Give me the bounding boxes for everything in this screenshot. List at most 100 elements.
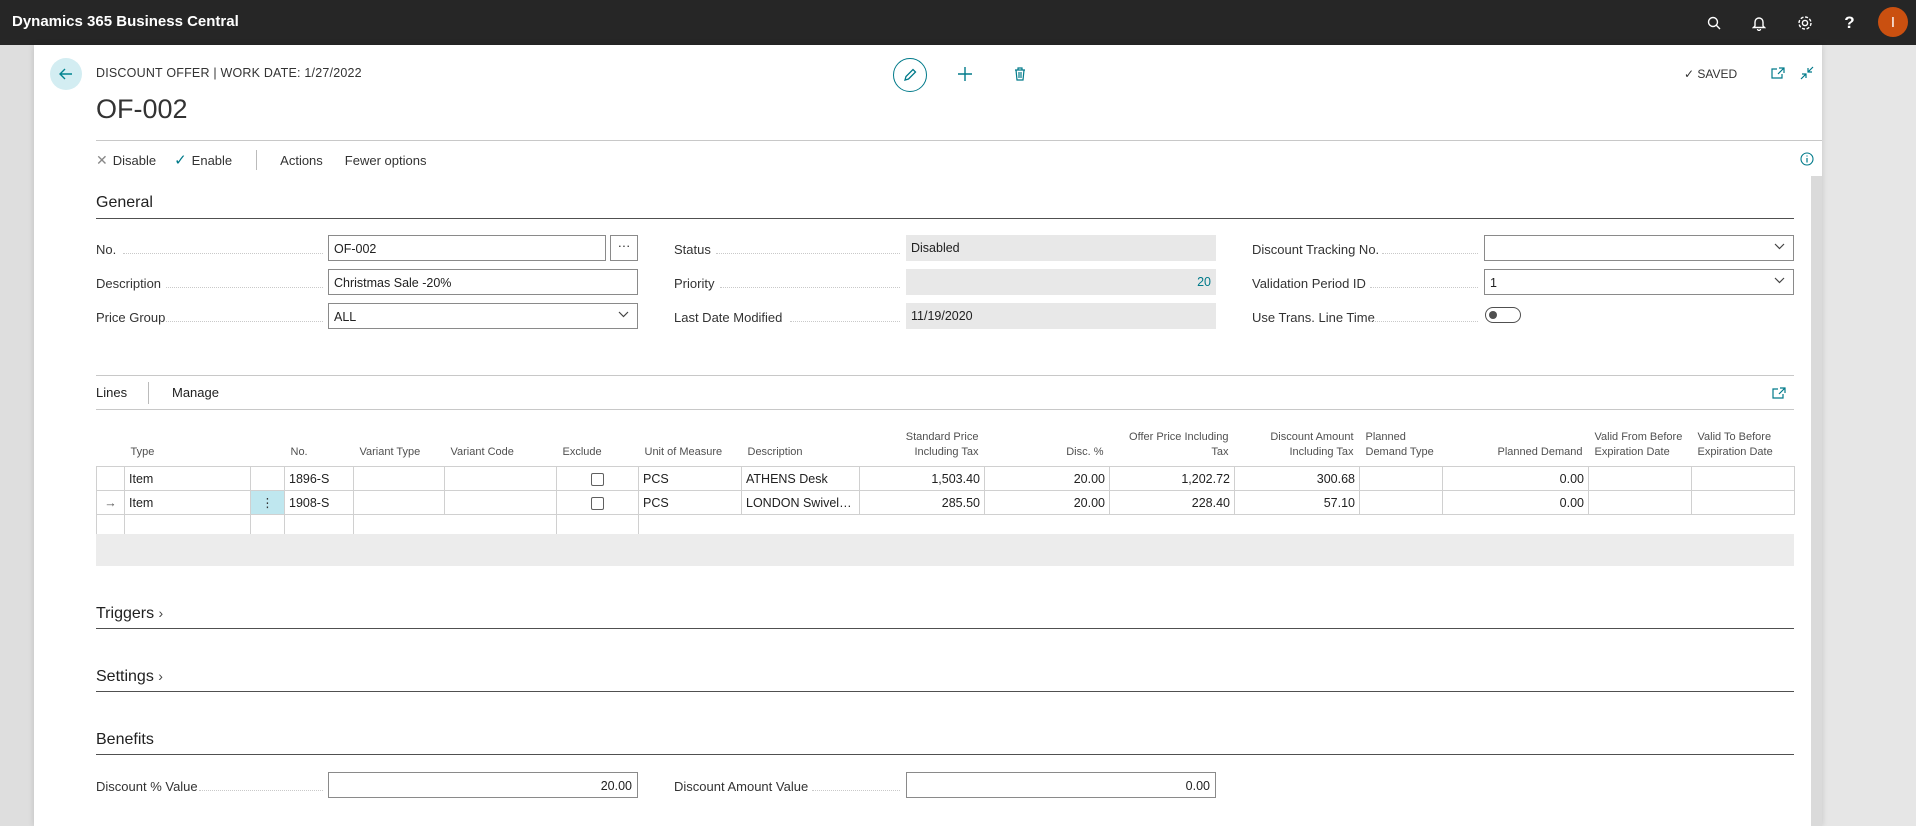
col-header-discount-amount[interactable]: Discount Amount Including Tax [1270, 431, 1354, 458]
edit-button[interactable] [893, 58, 927, 92]
cell-valid-from[interactable] [1588, 466, 1692, 491]
enable-button[interactable]: ✓ Enable [174, 151, 232, 169]
fewer-options-button[interactable]: Fewer options [344, 152, 427, 168]
cell-variant-type[interactable] [353, 466, 445, 491]
collapse-button[interactable] [1798, 64, 1816, 82]
disable-button[interactable]: ✕ Disable [96, 152, 156, 169]
cell-planned-demand-type[interactable] [1359, 466, 1443, 491]
gear-icon[interactable] [1782, 0, 1827, 45]
col-header-standard-price[interactable]: Standard Price Including Tax [905, 431, 979, 458]
cell-std-price[interactable]: 285.50 [859, 490, 985, 515]
no-field[interactable]: OF-002 [328, 235, 606, 261]
open-new-window-button[interactable] [1769, 64, 1787, 82]
cell-uom[interactable]: PCS [638, 466, 742, 491]
discount-amount-value-field[interactable]: 0.00 [906, 772, 1216, 798]
table-row[interactable]: → Item ⋮ 1908-S PCS LONDON Swivel C... 2… [96, 490, 1795, 515]
cell-offer-price[interactable]: 228.40 [1109, 490, 1235, 515]
col-header-no[interactable]: No. [290, 446, 308, 458]
cell-type[interactable]: Item [124, 466, 251, 491]
price-group-select[interactable]: ALL [328, 303, 638, 329]
cell-disc-pct[interactable]: 20.00 [984, 490, 1110, 515]
enable-label: Enable [191, 152, 233, 168]
section-general-title[interactable]: General [96, 194, 153, 211]
new-button[interactable] [955, 64, 975, 84]
cell-variant-type[interactable] [353, 490, 445, 515]
cell-disc-amount[interactable]: 57.10 [1234, 490, 1360, 515]
cell-uom[interactable]: PCS [638, 490, 742, 515]
col-header-valid-from[interactable]: Valid From Before Expiration Date [1594, 431, 1683, 458]
cell-exclude[interactable] [556, 490, 639, 515]
help-icon[interactable]: ? [1844, 12, 1855, 32]
col-header-variant-code[interactable]: Variant Code [450, 446, 514, 458]
section-triggers-title[interactable]: Triggers › [96, 605, 163, 623]
cell-valid-from[interactable] [1588, 490, 1692, 515]
col-header-disc-pct[interactable]: Disc. % [1066, 446, 1104, 458]
cell-valid-to[interactable] [1691, 466, 1795, 491]
tab-manage[interactable]: Manage [172, 385, 219, 400]
priority-field[interactable]: 20 [906, 269, 1216, 295]
cell-planned-demand[interactable]: 0.00 [1442, 466, 1589, 491]
page-card [34, 45, 1822, 826]
cell-disc-pct[interactable]: 20.00 [984, 466, 1110, 491]
cell-variant-code[interactable] [444, 466, 557, 491]
tab-lines[interactable]: Lines [96, 385, 128, 400]
cell-no[interactable]: 1908-S [284, 490, 354, 515]
exclude-checkbox[interactable] [591, 496, 604, 510]
col-header-exclude[interactable]: Exclude [562, 446, 602, 458]
cell-description[interactable]: LONDON Swivel C... [741, 490, 860, 515]
cell-planned-demand-type[interactable] [1359, 490, 1443, 515]
dotted-leader [1370, 286, 1478, 288]
table-row[interactable]: Item 1896-S PCS ATHENS Desk 1,503.40 20.… [96, 466, 1795, 491]
validation-period-id-select[interactable]: 1 [1484, 269, 1794, 295]
bell-icon[interactable] [1736, 0, 1781, 45]
actions-menu[interactable]: Actions [280, 152, 323, 168]
price-group-value: ALL [334, 310, 357, 324]
discount-pct-value-field[interactable]: 20.00 [328, 772, 638, 798]
plus-icon [958, 67, 972, 81]
field-label-price-group: Price Group [96, 310, 166, 325]
use-trans-line-time-toggle[interactable] [1485, 307, 1521, 323]
dotted-leader [812, 789, 900, 791]
cell-description[interactable]: ATHENS Desk [741, 466, 860, 491]
col-header-planned-demand-type[interactable]: Planned Demand Type [1365, 431, 1434, 458]
cell-planned-demand[interactable]: 0.00 [1442, 490, 1589, 515]
dotted-leader [123, 252, 323, 254]
back-button[interactable] [50, 58, 82, 90]
open-in-new-icon [1772, 387, 1786, 399]
expand-part-button[interactable] [1770, 385, 1788, 401]
cell-offer-price[interactable]: 1,202.72 [1109, 466, 1235, 491]
cell-variant-code[interactable] [444, 490, 557, 515]
search-icon[interactable] [1691, 0, 1736, 45]
field-label-status: Status [674, 242, 711, 257]
col-header-description[interactable]: Description [747, 446, 803, 458]
row-menu-cell[interactable] [250, 466, 285, 491]
field-label-last-date-modified: Last Date Modified [674, 310, 783, 325]
exclude-checkbox[interactable] [591, 472, 604, 486]
avatar[interactable]: I [1878, 7, 1908, 37]
col-header-unit-of-measure[interactable]: Unit of Measure [644, 446, 723, 458]
col-header-variant-type[interactable]: Variant Type [359, 446, 421, 458]
cell-disc-amount[interactable]: 300.68 [1234, 466, 1360, 491]
col-header-valid-to[interactable]: Valid To Before Expiration Date [1697, 431, 1773, 458]
cell-type[interactable]: Item [124, 490, 251, 515]
delete-button[interactable] [1010, 64, 1030, 84]
col-header-offer-price[interactable]: Offer Price Including Tax [1129, 431, 1229, 458]
assist-edit-button[interactable]: ··· [610, 235, 638, 261]
col-header-type[interactable]: Type [130, 446, 155, 458]
cell-no[interactable]: 1896-S [284, 466, 354, 491]
col-header-planned-demand[interactable]: Planned Demand [1497, 446, 1583, 458]
section-benefits-title[interactable]: Benefits [96, 731, 154, 748]
row-indicator[interactable] [96, 466, 125, 491]
divider [96, 754, 1794, 755]
cell-std-price[interactable]: 1,503.40 [859, 466, 985, 491]
info-button[interactable] [1799, 151, 1815, 167]
description-field[interactable]: Christmas Sale -20% [328, 269, 638, 295]
current-row-arrow-icon[interactable]: → [96, 490, 125, 515]
discount-tracking-no-select[interactable] [1484, 235, 1794, 261]
row-menu-button[interactable]: ⋮ [250, 490, 285, 515]
cell-valid-to[interactable] [1691, 490, 1795, 515]
section-settings-title[interactable]: Settings › [96, 668, 163, 686]
vertical-scrollbar[interactable] [1811, 176, 1822, 826]
validation-period-id-value: 1 [1490, 276, 1497, 290]
cell-exclude[interactable] [556, 466, 639, 491]
